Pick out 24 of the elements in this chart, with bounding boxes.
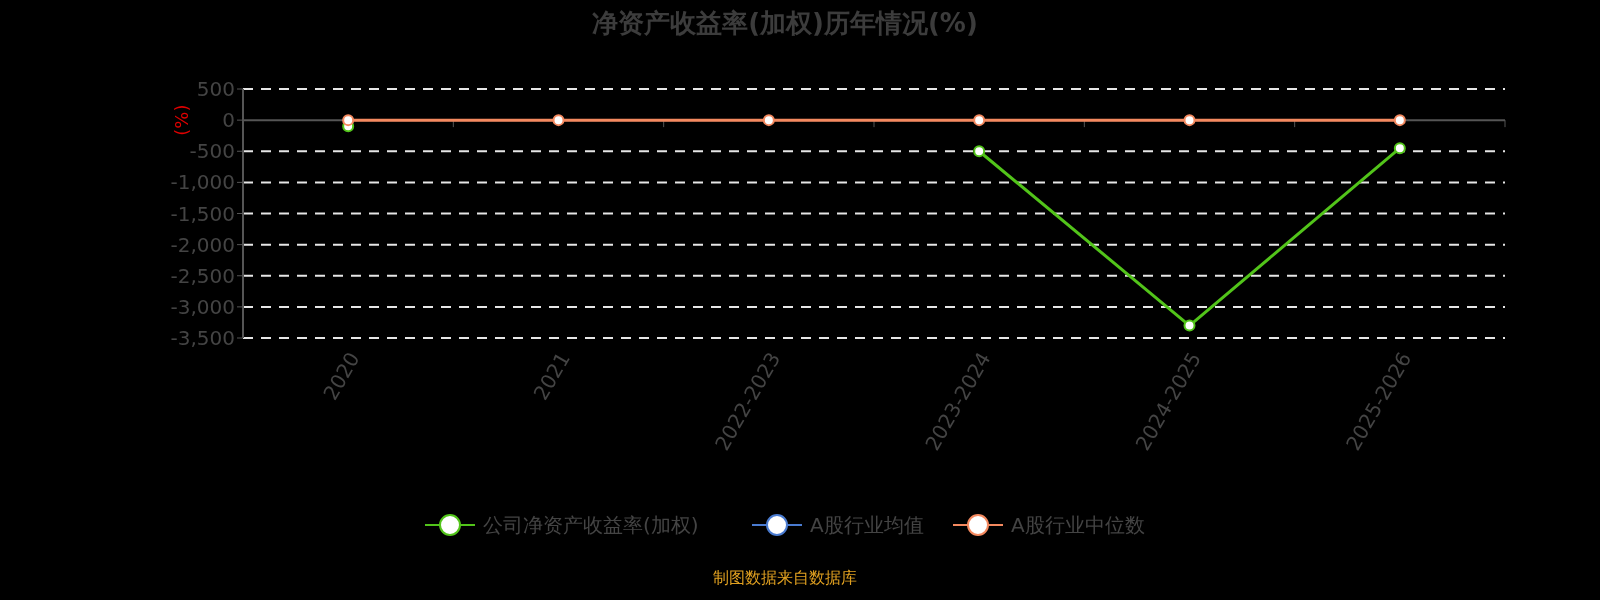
point bbox=[1183, 114, 1196, 127]
y-tick-label: 500 bbox=[196, 77, 235, 101]
legend-label: A股行业中位数 bbox=[1011, 513, 1145, 537]
y-tick-label: 0 bbox=[222, 108, 235, 133]
point bbox=[552, 114, 565, 127]
y-tick-label: -1,000 bbox=[170, 170, 235, 195]
y-tick-label: -3,000 bbox=[170, 294, 235, 319]
point bbox=[1183, 319, 1196, 332]
point bbox=[1393, 114, 1406, 127]
y-tick-label: -2,000 bbox=[170, 232, 235, 257]
y-tick-label: -3,500 bbox=[170, 326, 235, 350]
y-tick-label: -1,500 bbox=[170, 201, 235, 226]
y-tick-label: -500 bbox=[189, 139, 235, 164]
point bbox=[762, 114, 775, 127]
point bbox=[973, 114, 986, 127]
text: 制图数据来自数据库 bbox=[713, 568, 857, 587]
y-tick-label: -2,500 bbox=[170, 263, 235, 288]
point bbox=[973, 145, 986, 158]
legend-label: 公司净资产收益率(加权) bbox=[483, 513, 699, 537]
legend-label: A股行业均值 bbox=[810, 513, 924, 537]
chart-title: 净资产收益率(加权)历年情况(%) bbox=[592, 8, 978, 38]
y-axis-title: (%) bbox=[171, 104, 192, 136]
point bbox=[1393, 142, 1406, 155]
point bbox=[342, 114, 355, 127]
